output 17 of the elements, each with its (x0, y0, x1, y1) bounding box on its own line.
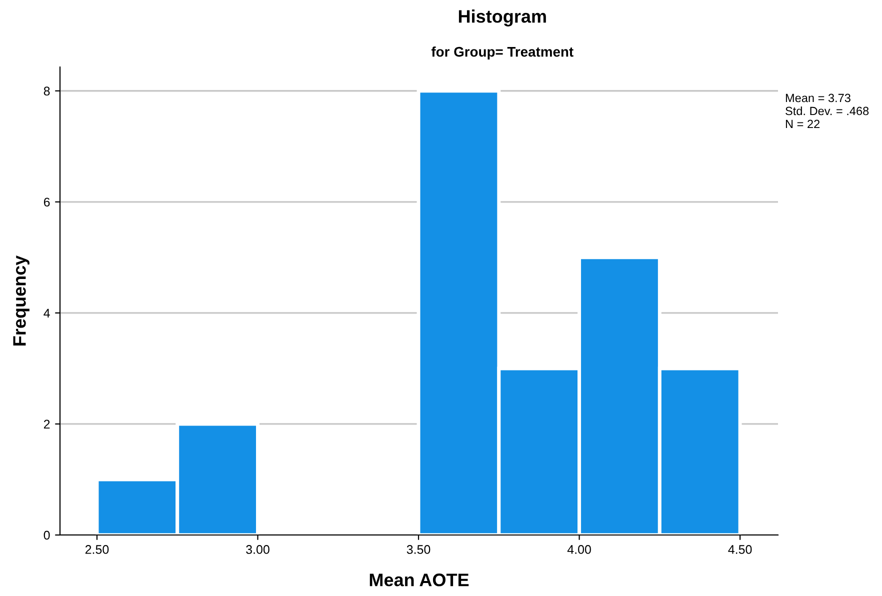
x-axis-title: Mean AOTE (370, 574, 469, 586)
x-tick-label: 3.00 (246, 545, 270, 554)
x-tick-label: 2.50 (85, 545, 109, 554)
y-tick-label: 4 (44, 308, 50, 318)
x-tick-label: 4.00 (567, 545, 591, 554)
y-tick-label: 8 (44, 86, 50, 96)
y-tick-label: 2 (44, 420, 50, 428)
chart-subtitle: for Group= Treatment (431, 46, 574, 60)
y-tick-label: 6 (44, 198, 50, 207)
chart-title: Histogram (458, 10, 546, 26)
y-tick-label: 0 (44, 530, 50, 540)
text: N = 22 (786, 120, 820, 128)
text: Std. Dev. = .468 (786, 106, 869, 116)
x-tick-label: 4.50 (728, 545, 752, 554)
y-axis-title: Frequency (13, 255, 30, 346)
text: Mean = 3.73 (786, 94, 850, 102)
x-tick-label: 3.50 (406, 545, 430, 554)
